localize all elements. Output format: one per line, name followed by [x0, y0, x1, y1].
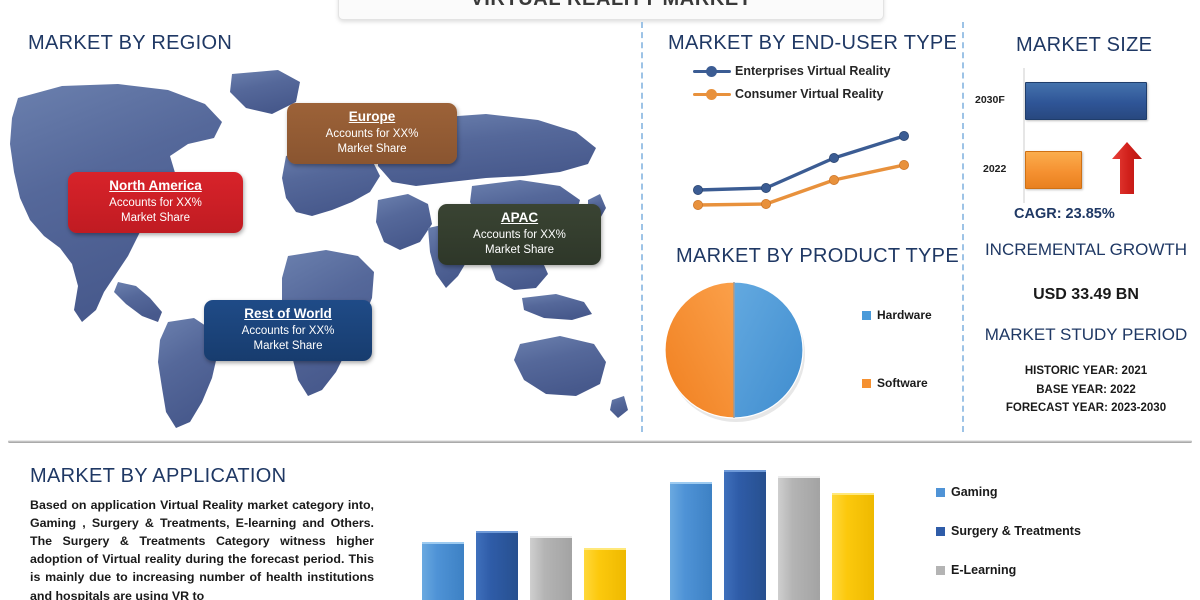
heading-market-study-period: MARKET STUDY PERIOD — [984, 325, 1188, 344]
region-callout-apac[interactable]: APAC Accounts for XX% Market Share — [438, 204, 601, 266]
legend-label: E-Learning — [951, 563, 1017, 577]
heading-incremental-growth: INCREMENTAL GROWTH — [984, 240, 1188, 259]
series-line-consumer — [696, 163, 906, 207]
pie-slice-hardware — [733, 281, 804, 419]
cagr-value: CAGR: 23.85% — [1014, 206, 1115, 222]
legend-item[interactable]: E-Learning — [936, 563, 1186, 577]
heading-market-by-application: MARKET BY APPLICATION — [30, 465, 287, 487]
region-callout-line1: Accounts for XX% — [325, 127, 419, 140]
bar-group2-elearning — [778, 476, 820, 600]
market-size-bar-label: 2030F — [975, 94, 1005, 106]
legend-item[interactable]: Consumer Virtual Reality — [693, 87, 890, 101]
legend-marker-line-icon — [693, 88, 731, 100]
chart-axis — [1023, 68, 1025, 203]
legend-item[interactable]: Hardware — [862, 308, 972, 322]
growth-arrow-up-icon — [1112, 142, 1142, 194]
region-callout-line1: Accounts for XX% — [109, 196, 202, 209]
pie-slice-software — [664, 281, 735, 419]
end-user-line-chart — [676, 118, 932, 213]
divider-vertical-right — [962, 22, 964, 432]
region-callout-line2: Market Share — [120, 211, 191, 224]
bar-group1-gaming — [422, 542, 464, 600]
application-chart-legend: Gaming Surgery & Treatments E-Learning O… — [936, 485, 1186, 600]
legend-item[interactable]: Gaming — [936, 485, 1186, 499]
region-callout-title: Europe — [348, 109, 396, 124]
application-bar-chart — [400, 470, 910, 600]
legend-swatch-icon — [936, 526, 945, 536]
application-description: Based on application Virtual Reality mar… — [30, 498, 374, 600]
legend-swatch-icon — [936, 487, 945, 497]
bar-group1-others — [584, 548, 626, 600]
incremental-growth-value: USD 33.49 BN — [1033, 286, 1139, 303]
end-user-chart-legend: Enterprises Virtual Reality Consumer Vir… — [693, 64, 890, 110]
legend-label: Consumer Virtual Reality — [735, 87, 884, 101]
legend-swatch-icon — [862, 310, 871, 320]
region-callout-title: APAC — [500, 210, 539, 225]
heading-market-size: MARKET SIZE — [1016, 34, 1153, 56]
heading-market-by-product: MARKET BY PRODUCT TYPE — [676, 245, 959, 267]
study-period-item: BASE YEAR: 2022 — [1036, 383, 1136, 396]
bar-group2-surgery — [724, 470, 766, 600]
bar-group1-surgery — [476, 531, 518, 600]
market-size-bar-chart: 2030F 2022 — [975, 68, 1175, 203]
market-size-bar-label: 2022 — [983, 163, 1007, 175]
product-type-pie-chart — [660, 278, 810, 424]
legend-label: Software — [877, 376, 928, 390]
heading-market-by-region: MARKET BY REGION — [28, 32, 233, 54]
legend-label: Enterprises Virtual Reality — [735, 64, 891, 78]
region-callout-rest-of-world[interactable]: Rest of World Accounts for XX% Market Sh… — [204, 300, 372, 362]
product-type-legend: Hardware Software — [862, 308, 972, 444]
region-callout-title: North America — [109, 178, 202, 193]
bar-group2-gaming — [670, 482, 712, 600]
legend-swatch-icon — [862, 378, 871, 388]
heading-market-by-end-user: MARKET BY END-USER TYPE — [668, 32, 958, 54]
region-callout-europe[interactable]: Europe Accounts for XX% Market Share — [287, 103, 457, 165]
region-callout-line2: Market Share — [253, 339, 323, 352]
legend-swatch-icon — [936, 565, 945, 575]
region-callout-line2: Market Share — [337, 142, 407, 155]
divider-vertical-left — [641, 22, 643, 432]
market-study-period-list: HISTORIC YEAR: 2021 BASE YEAR: 2022 FORE… — [975, 362, 1197, 418]
market-size-bar-2022 — [1025, 151, 1082, 189]
study-period-item: HISTORIC YEAR: 2021 — [1024, 365, 1148, 377]
market-size-bar-2030f — [1025, 82, 1147, 120]
bar-group1-elearning — [530, 536, 572, 600]
page-title-text: VIRTUAL REALITY MARKET — [470, 0, 751, 11]
legend-label: Gaming — [951, 485, 998, 499]
legend-label: Hardware — [877, 308, 932, 322]
series-line-enterprises — [696, 134, 906, 192]
region-callout-line1: Accounts for XX% — [241, 324, 335, 337]
region-callout-line2: Market Share — [484, 243, 555, 256]
legend-marker-line-icon — [693, 65, 731, 77]
legend-item[interactable]: Enterprises Virtual Reality — [693, 64, 890, 78]
legend-item[interactable]: Surgery & Treatments — [936, 524, 1186, 538]
page-title: VIRTUAL REALITY MARKET — [338, 0, 884, 20]
region-callout-line1: Accounts for XX% — [473, 228, 566, 241]
legend-item[interactable]: Software — [862, 376, 972, 390]
divider-horizontal — [8, 440, 1192, 443]
region-callout-title: Rest of World — [244, 306, 332, 321]
legend-label: Surgery & Treatments — [951, 524, 1081, 538]
study-period-item: FORECAST YEAR: 2023-2030 — [1005, 402, 1167, 415]
bar-group2-others — [832, 493, 874, 600]
region-callout-north-america[interactable]: North America Accounts for XX% Market Sh… — [68, 172, 243, 234]
